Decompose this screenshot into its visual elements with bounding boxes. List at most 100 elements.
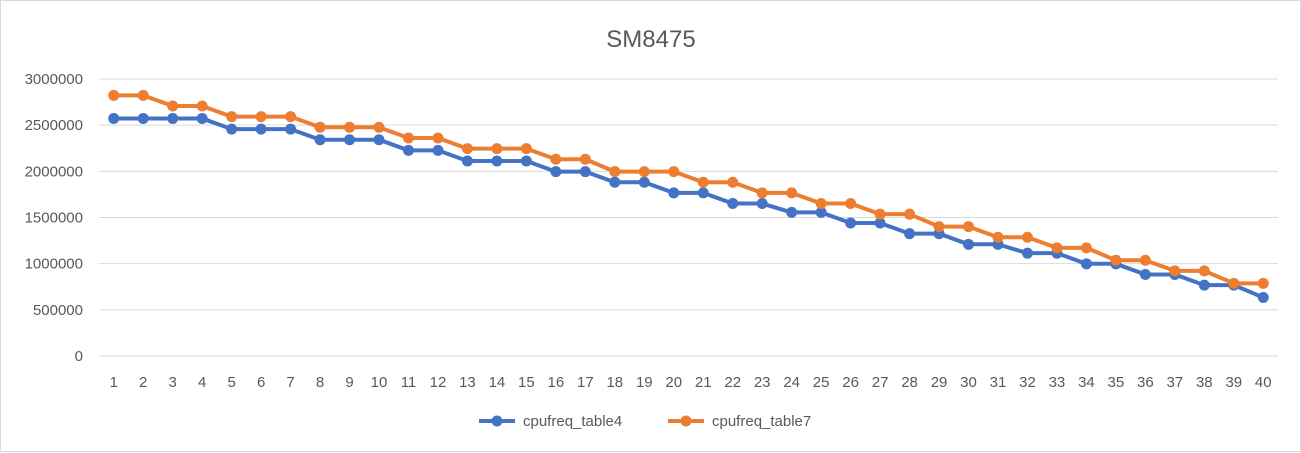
y-tick-label: 2000000: [25, 163, 83, 180]
x-tick-label: 32: [1019, 374, 1036, 391]
legend-label-cpufreq_table7: cpufreq_table7: [712, 413, 811, 430]
data-point-cpufreq_table7: [491, 143, 503, 155]
x-tick-label: 28: [901, 374, 918, 391]
x-tick-label: 19: [636, 374, 653, 391]
data-point-cpufreq_table4: [550, 166, 562, 178]
data-point-cpufreq_table7: [314, 121, 326, 133]
data-point-cpufreq_table4: [1139, 268, 1151, 280]
data-point-cpufreq_table7: [550, 153, 562, 165]
legend-marker-cpufreq_table4: [491, 415, 503, 427]
x-tick-label: 24: [783, 374, 800, 391]
data-point-cpufreq_table7: [815, 198, 827, 210]
legend-marker-cpufreq_table7: [680, 415, 692, 427]
data-point-cpufreq_table4: [196, 112, 208, 124]
x-tick-label: 36: [1137, 374, 1154, 391]
data-point-cpufreq_table4: [638, 176, 650, 188]
x-tick-label: 37: [1166, 374, 1183, 391]
data-point-cpufreq_table4: [963, 238, 975, 250]
data-point-cpufreq_table7: [1198, 265, 1210, 277]
y-tick-label: 1000000: [25, 256, 83, 273]
data-point-cpufreq_table4: [255, 123, 267, 135]
data-point-cpufreq_table4: [1080, 258, 1092, 270]
x-tick-label: 38: [1196, 374, 1213, 391]
data-point-cpufreq_table7: [1139, 254, 1151, 266]
data-point-cpufreq_table4: [167, 112, 179, 124]
data-point-cpufreq_table7: [933, 221, 945, 233]
x-tick-label: 17: [577, 374, 594, 391]
data-point-cpufreq_table4: [285, 123, 297, 135]
x-tick-label: 31: [990, 374, 1007, 391]
legend-label-cpufreq_table4: cpufreq_table4: [523, 413, 622, 430]
data-point-cpufreq_table7: [196, 100, 208, 112]
data-point-cpufreq_table4: [1257, 291, 1269, 303]
y-tick-label: 500000: [33, 302, 83, 319]
data-point-cpufreq_table7: [963, 221, 975, 233]
x-tick-label: 23: [754, 374, 771, 391]
data-point-cpufreq_table4: [815, 206, 827, 218]
data-point-cpufreq_table4: [904, 228, 916, 240]
data-point-cpufreq_table4: [609, 176, 621, 188]
gridlines: [99, 78, 1278, 357]
data-point-cpufreq_table4: [727, 198, 739, 210]
x-tick-label: 21: [695, 374, 712, 391]
data-point-cpufreq_table7: [668, 166, 680, 178]
x-tick-label: 25: [813, 374, 830, 391]
x-tick-label: 7: [286, 374, 294, 391]
y-tick-label: 0: [75, 348, 83, 365]
data-point-cpufreq_table4: [461, 155, 473, 167]
data-point-cpufreq_table7: [727, 176, 739, 188]
data-point-cpufreq_table7: [520, 143, 532, 155]
data-point-cpufreq_table7: [285, 111, 297, 123]
data-point-cpufreq_table4: [137, 112, 149, 124]
x-tick-label: 33: [1049, 374, 1066, 391]
data-point-cpufreq_table7: [579, 153, 591, 165]
data-point-cpufreq_table7: [638, 166, 650, 178]
series-line-cpufreq_table7: [113, 93, 1264, 286]
data-point-cpufreq_table7: [108, 89, 120, 101]
data-point-cpufreq_table7: [1051, 242, 1063, 254]
data-point-cpufreq_table7: [609, 166, 621, 178]
data-point-cpufreq_table7: [992, 231, 1004, 243]
x-tick-label: 11: [401, 374, 417, 391]
data-point-cpufreq_table4: [108, 112, 120, 124]
chart-title: SM8475: [606, 26, 695, 53]
data-point-cpufreq_table4: [668, 187, 680, 199]
data-point-cpufreq_table4: [344, 134, 356, 146]
data-point-cpufreq_table4: [756, 198, 768, 210]
x-tick-label: 10: [371, 374, 388, 391]
x-tick-label: 18: [606, 374, 623, 391]
data-point-cpufreq_table7: [402, 132, 414, 144]
x-tick-label: 1: [110, 374, 118, 391]
data-point-cpufreq_table4: [226, 123, 238, 135]
x-tick-label: 26: [842, 374, 859, 391]
data-point-cpufreq_table7: [1228, 277, 1240, 289]
x-tick-label: 14: [489, 374, 506, 391]
x-tick-label: 2: [139, 374, 147, 391]
x-tick-label: 9: [345, 374, 353, 391]
data-point-cpufreq_table4: [697, 187, 709, 199]
data-point-cpufreq_table7: [904, 208, 916, 220]
data-point-cpufreq_table7: [167, 100, 179, 112]
data-point-cpufreq_table7: [874, 208, 886, 220]
data-point-cpufreq_table7: [344, 121, 356, 133]
data-point-cpufreq_table7: [255, 111, 267, 123]
y-tick-label: 2500000: [25, 117, 83, 134]
x-tick-label: 27: [872, 374, 889, 391]
x-tick-label: 8: [316, 374, 324, 391]
data-point-cpufreq_table4: [373, 134, 385, 146]
data-point-cpufreq_table7: [1169, 265, 1181, 277]
series-line-cpufreq_table4: [113, 116, 1265, 300]
data-point-cpufreq_table7: [1257, 277, 1269, 289]
data-point-cpufreq_table4: [786, 206, 798, 218]
y-tick-label: 1500000: [25, 210, 83, 227]
x-tick-label: 20: [665, 374, 682, 391]
data-point-cpufreq_table7: [1110, 254, 1122, 266]
data-point-cpufreq_table7: [461, 143, 473, 155]
y-tick-label: 3000000: [25, 71, 83, 88]
series-layer: [108, 89, 1269, 303]
data-point-cpufreq_table4: [845, 217, 857, 229]
data-point-cpufreq_table4: [402, 144, 414, 156]
axes: 0 500000 1000000 1500000 2000000 2500000 30000…: [25, 71, 1272, 391]
